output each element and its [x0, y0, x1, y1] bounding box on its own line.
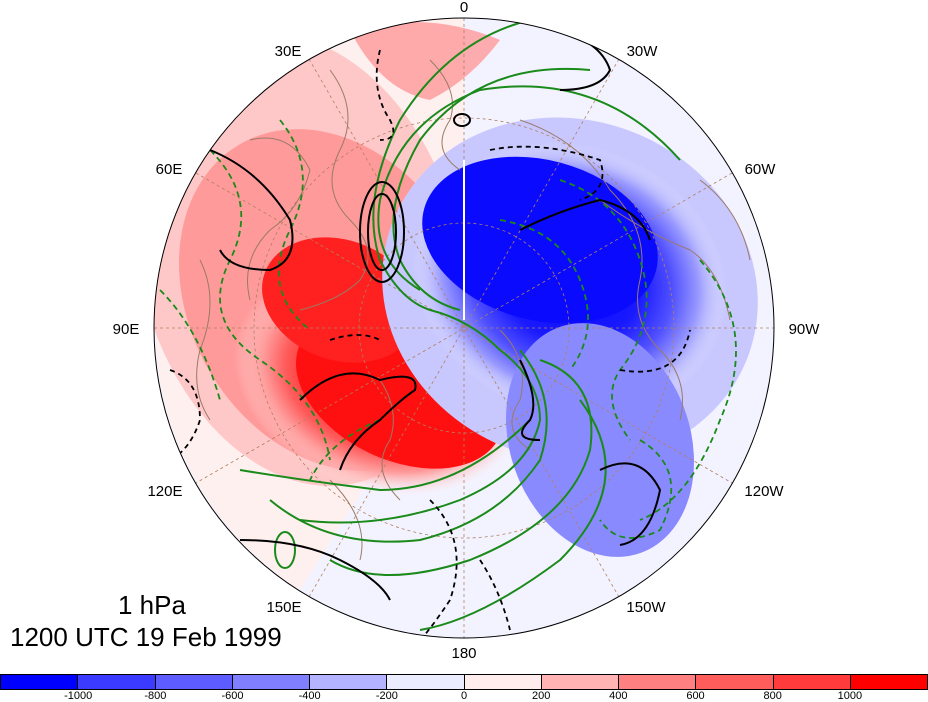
map-boundary — [153, 17, 775, 639]
colorbar-segment — [464, 675, 542, 689]
colorbar-tick-label: 800 — [763, 690, 782, 702]
colorbar-segment — [78, 675, 156, 689]
colorbar-tick-label: 200 — [531, 690, 551, 702]
colorbar-segment — [387, 675, 465, 689]
colorbar-segment — [541, 675, 619, 689]
black-contours — [209, 29, 662, 601]
negative-anomaly-fill — [382, 117, 758, 557]
colorbar-tick-label: 600 — [686, 690, 705, 702]
colorbar-tick-label: -400 — [298, 690, 321, 702]
lon-label-120w: 120W — [744, 483, 784, 500]
colorbar-tick-label: 0 — [460, 690, 468, 702]
map-disk — [154, 18, 774, 638]
lon-label-60w: 60W — [745, 161, 777, 178]
black-dashed-contours — [169, 49, 691, 638]
colorbar-tick-label: 400 — [609, 690, 628, 702]
lon-label-30w: 30W — [627, 43, 659, 60]
colorbar-tick-label: 1000 — [837, 690, 863, 702]
lon-label-90w: 90W — [789, 321, 821, 338]
colorbar-tick-label: -200 — [375, 690, 398, 702]
colorbar-segment — [310, 675, 388, 689]
longitude-labels: 0 30W 60W 90W 120W 150W 180 150E 120E 90… — [113, 0, 821, 662]
colorbar-segment — [850, 675, 927, 689]
colorbar-segment — [773, 675, 851, 689]
valid-time-label: 1200 UTC 19 Feb 1999 — [10, 622, 282, 652]
green-dashed-contours — [159, 119, 737, 539]
green-contours — [239, 19, 681, 631]
lon-label-180: 180 — [451, 645, 476, 662]
colorbar-segment — [696, 675, 774, 689]
lon-label-0: 0 — [460, 0, 468, 16]
colorbar-tick-label: -1000 — [64, 690, 93, 702]
lon-label-120e: 120E — [147, 483, 182, 500]
lon-label-150w: 150W — [626, 599, 666, 616]
colorbar-segment — [619, 675, 697, 689]
colorbar — [0, 674, 928, 690]
pressure-level-label: 1 hPa — [118, 590, 186, 620]
colorbar-tick-label: -800 — [144, 690, 167, 702]
colorbar-segment — [155, 675, 233, 689]
colorbar-tick-label: -600 — [221, 690, 244, 702]
lon-label-150e: 150E — [266, 599, 301, 616]
colorbar-segment — [1, 675, 79, 689]
coastlines — [196, 59, 751, 561]
lon-label-90e: 90E — [113, 321, 140, 338]
lon-label-60e: 60E — [156, 161, 183, 178]
lon-label-30e: 30E — [275, 43, 302, 60]
colorbar-segment — [232, 675, 310, 689]
